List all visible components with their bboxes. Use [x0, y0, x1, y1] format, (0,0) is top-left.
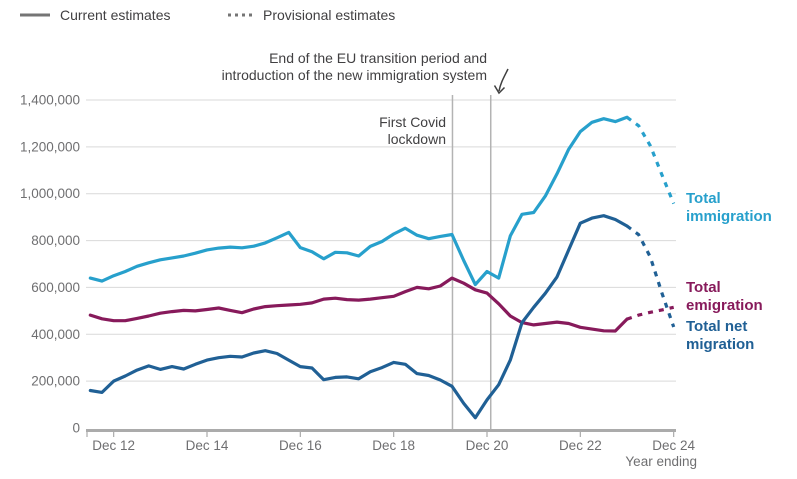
covid-annotation-line1: First Covid: [379, 114, 446, 130]
line-total-immigration-provisional: [626, 116, 676, 205]
emigration-label-line1: Total: [686, 279, 721, 296]
x-tick-label: Dec 20: [466, 438, 509, 453]
line-total-net-migration-current: [88, 214, 629, 420]
y-tick-label: 200,000: [31, 374, 80, 389]
line-total-net-migration-provisional: [626, 224, 676, 328]
y-tick-label: 1,000,000: [20, 186, 80, 201]
x-axis: Dec 12 Dec 14 Dec 16 Dec 18 Dec 20 Dec 22 Dec …: [86, 429, 696, 453]
x-axis-caption: Year ending: [625, 454, 697, 469]
x-tick-label: Dec 22: [559, 438, 602, 453]
gridlines: 0 200,000 400,000 600,000 800,000 1,000,000 1,…: [20, 93, 676, 436]
arrowhead-icon: [493, 85, 506, 95]
curved-arrow-icon: [498, 68, 509, 92]
x-tick-label: Dec 18: [372, 438, 415, 453]
series-lines: [88, 115, 676, 420]
y-tick-label: 1,200,000: [20, 139, 80, 154]
eu-annotation-line1: End of the EU transition period and: [269, 50, 487, 66]
legend: Current estimates Provisional estimates: [20, 7, 395, 23]
x-tick-label: Dec 24: [652, 438, 695, 453]
x-tick-label: Dec 16: [279, 438, 322, 453]
annotation-vlines: [451, 95, 492, 430]
eu-annotation-line2: introduction of the new immigration syst…: [222, 67, 487, 83]
y-tick-label: 0: [72, 421, 80, 436]
covid-annotation-line2: lockdown: [388, 131, 446, 147]
line-total-immigration-current: [88, 115, 629, 287]
x-tick-label: Dec 14: [186, 438, 229, 453]
immigration-label-line2: immigration: [686, 208, 772, 225]
series-label-net: Total net migration: [686, 318, 754, 353]
net-label-line1: Total net: [686, 318, 747, 335]
legend-current-label: Current estimates: [60, 7, 170, 23]
line-total-emigration-provisional: [626, 305, 675, 321]
legend-provisional-label: Provisional estimates: [263, 7, 395, 23]
series-label-emigration: Total emigration: [686, 279, 763, 314]
covid-annotation: First Covid lockdown: [379, 114, 446, 147]
y-tick-label: 800,000: [31, 233, 80, 248]
immigration-label-line1: Total: [686, 190, 721, 207]
y-tick-label: 600,000: [31, 280, 80, 295]
y-tick-label: 400,000: [31, 327, 80, 342]
series-label-immigration: Total immigration: [686, 190, 772, 225]
emigration-label-line2: emigration: [686, 297, 763, 314]
x-tick-label: Dec 12: [92, 438, 135, 453]
y-tick-label: 1,400,000: [20, 93, 80, 108]
line-total-emigration-current: [88, 276, 629, 333]
net-label-line2: migration: [686, 336, 754, 353]
eu-transition-annotation: End of the EU transition period and intr…: [222, 50, 509, 95]
